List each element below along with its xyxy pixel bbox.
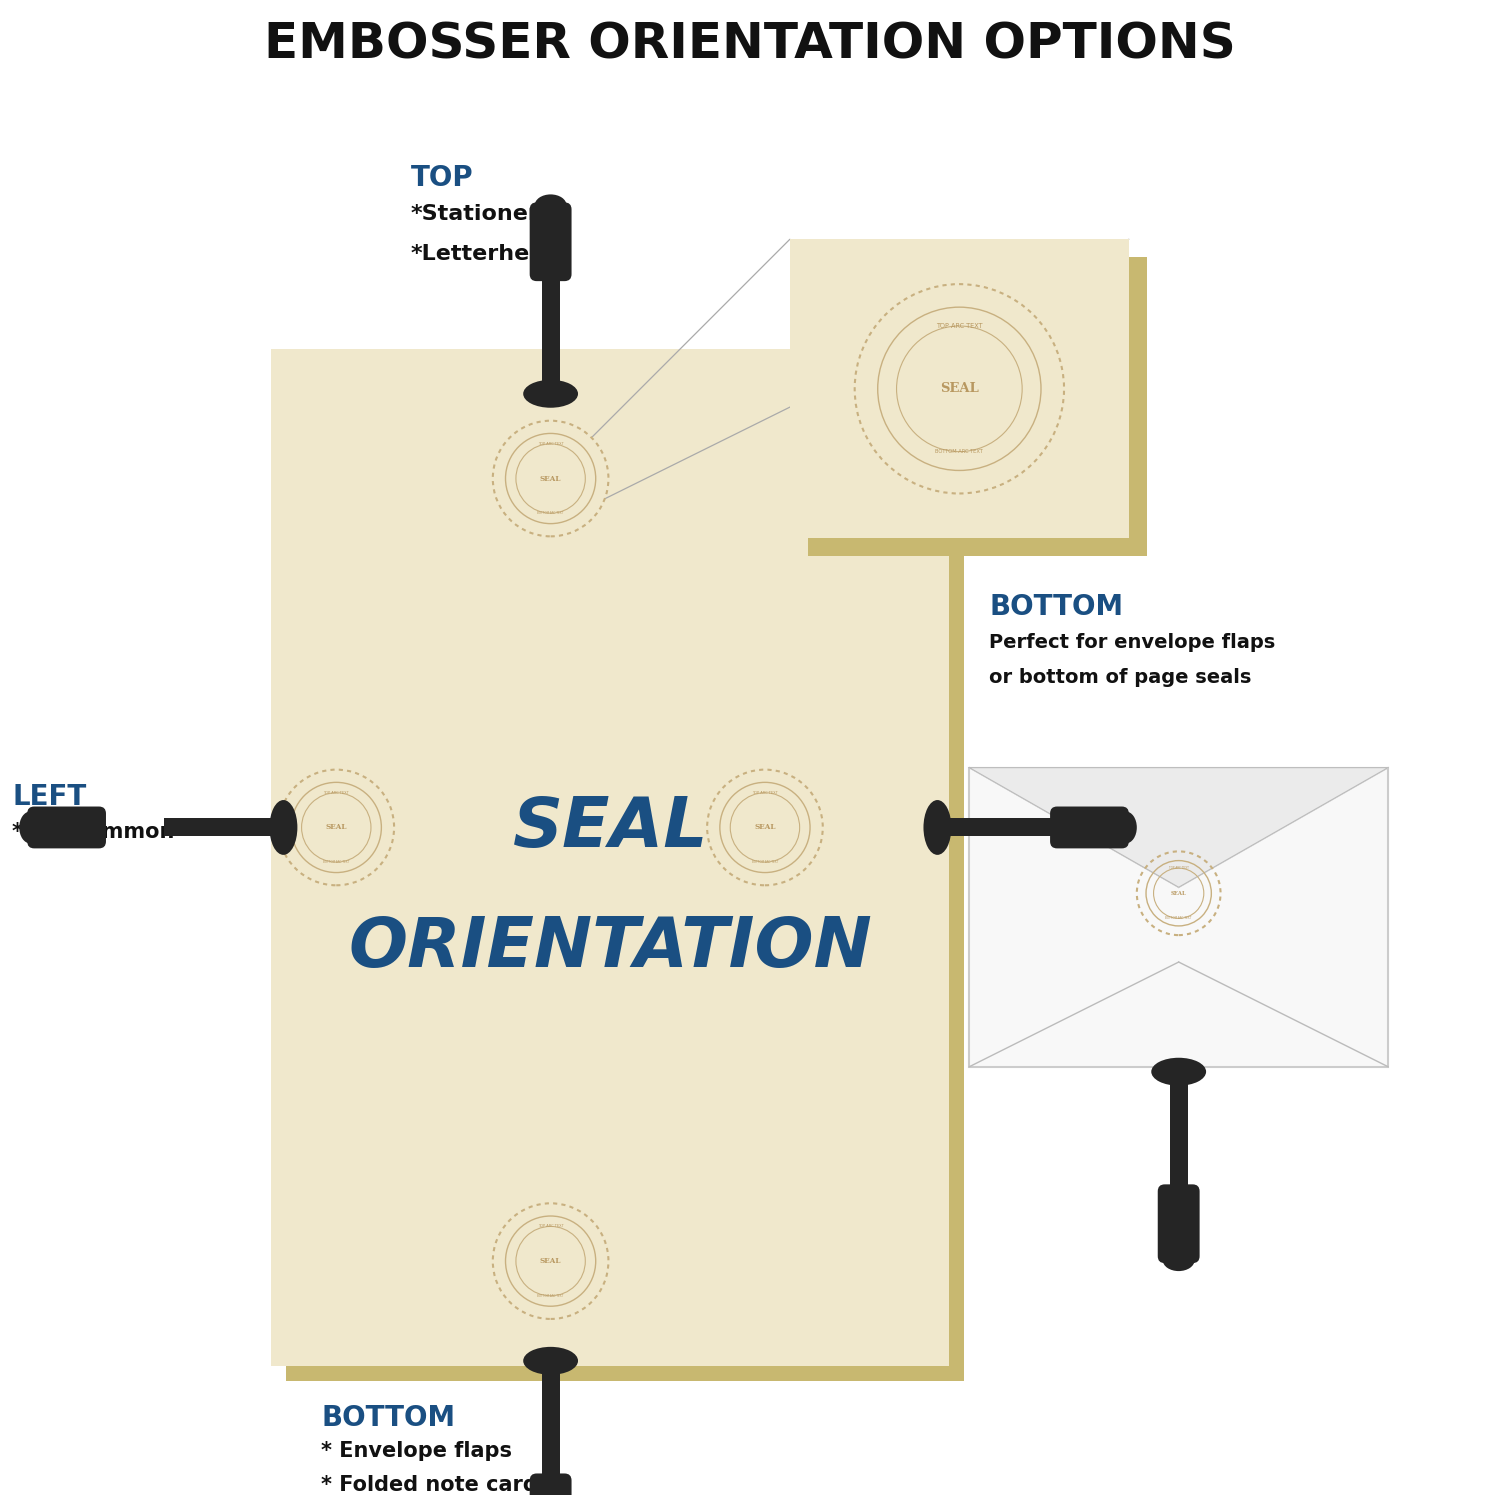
Text: TOP ARC TEXT: TOP ARC TEXT xyxy=(752,790,778,795)
Text: * Book page: * Book page xyxy=(1010,822,1152,843)
Bar xyxy=(272,350,950,1366)
Text: SEAL: SEAL xyxy=(540,1257,561,1264)
Bar xyxy=(790,240,1130,538)
Text: BOTTOM: BOTTOM xyxy=(990,592,1124,621)
Bar xyxy=(542,1371,560,1480)
Text: * Envelope flaps: * Envelope flaps xyxy=(321,1440,513,1461)
FancyBboxPatch shape xyxy=(27,807,106,849)
Text: TOP ARC TEXT: TOP ARC TEXT xyxy=(538,442,564,446)
Ellipse shape xyxy=(524,1347,578,1376)
Text: *Letterhead: *Letterhead xyxy=(411,244,561,264)
Text: SEAL: SEAL xyxy=(540,474,561,483)
Text: BOTTOM: BOTTOM xyxy=(321,1404,456,1431)
Bar xyxy=(164,819,273,837)
Text: TOP: TOP xyxy=(411,165,474,192)
Text: TOP ARC TEXT: TOP ARC TEXT xyxy=(936,322,982,328)
Text: BOTTOM ARC TEXT: BOTTOM ARC TEXT xyxy=(936,448,982,454)
Text: SEAL: SEAL xyxy=(326,824,346,831)
Text: EMBOSSER ORIENTATION OPTIONS: EMBOSSER ORIENTATION OPTIONS xyxy=(264,21,1236,69)
FancyBboxPatch shape xyxy=(1050,807,1130,849)
Text: * Folded note cards: * Folded note cards xyxy=(321,1476,550,1496)
Text: BOTTOM ARC TEXT: BOTTOM ARC TEXT xyxy=(537,1294,564,1298)
Text: TOP ARC TEXT: TOP ARC TEXT xyxy=(538,1224,564,1228)
Text: BOTTOM ARC TEXT: BOTTOM ARC TEXT xyxy=(1166,916,1192,921)
Bar xyxy=(969,768,1388,1066)
Text: SEAL: SEAL xyxy=(1172,891,1186,896)
Polygon shape xyxy=(969,768,1388,888)
Text: LEFT: LEFT xyxy=(12,783,87,810)
FancyBboxPatch shape xyxy=(1158,1185,1200,1263)
Text: Perfect for envelope flaps: Perfect for envelope flaps xyxy=(990,633,1275,652)
Ellipse shape xyxy=(1114,812,1137,843)
Text: RIGHT: RIGHT xyxy=(1010,783,1106,810)
Bar xyxy=(1170,1082,1188,1191)
FancyBboxPatch shape xyxy=(530,202,572,280)
Text: ORIENTATION: ORIENTATION xyxy=(348,914,873,981)
Ellipse shape xyxy=(20,812,40,843)
Text: BOTTOM ARC TEXT: BOTTOM ARC TEXT xyxy=(752,859,778,864)
Ellipse shape xyxy=(1162,1250,1194,1270)
Bar xyxy=(542,274,560,384)
Text: TOP ARC TEXT: TOP ARC TEXT xyxy=(324,790,350,795)
FancyBboxPatch shape xyxy=(530,1473,572,1500)
Text: or bottom of page seals: or bottom of page seals xyxy=(990,668,1251,687)
Ellipse shape xyxy=(534,195,567,216)
Ellipse shape xyxy=(924,800,951,855)
Ellipse shape xyxy=(524,380,578,408)
Bar xyxy=(286,364,964,1382)
Text: SEAL: SEAL xyxy=(940,382,978,396)
Ellipse shape xyxy=(270,800,297,855)
Ellipse shape xyxy=(1152,1058,1206,1086)
Text: *Not Common: *Not Common xyxy=(12,822,174,843)
Text: SEAL: SEAL xyxy=(513,794,708,861)
Bar xyxy=(948,819,1058,837)
Text: *Stationery: *Stationery xyxy=(411,204,555,225)
Text: BOTTOM ARC TEXT: BOTTOM ARC TEXT xyxy=(537,512,564,515)
Bar xyxy=(808,256,1148,556)
Text: SEAL: SEAL xyxy=(754,824,776,831)
Text: BOTTOM ARC TEXT: BOTTOM ARC TEXT xyxy=(322,859,350,864)
Text: TOP ARC TEXT: TOP ARC TEXT xyxy=(1168,865,1188,870)
